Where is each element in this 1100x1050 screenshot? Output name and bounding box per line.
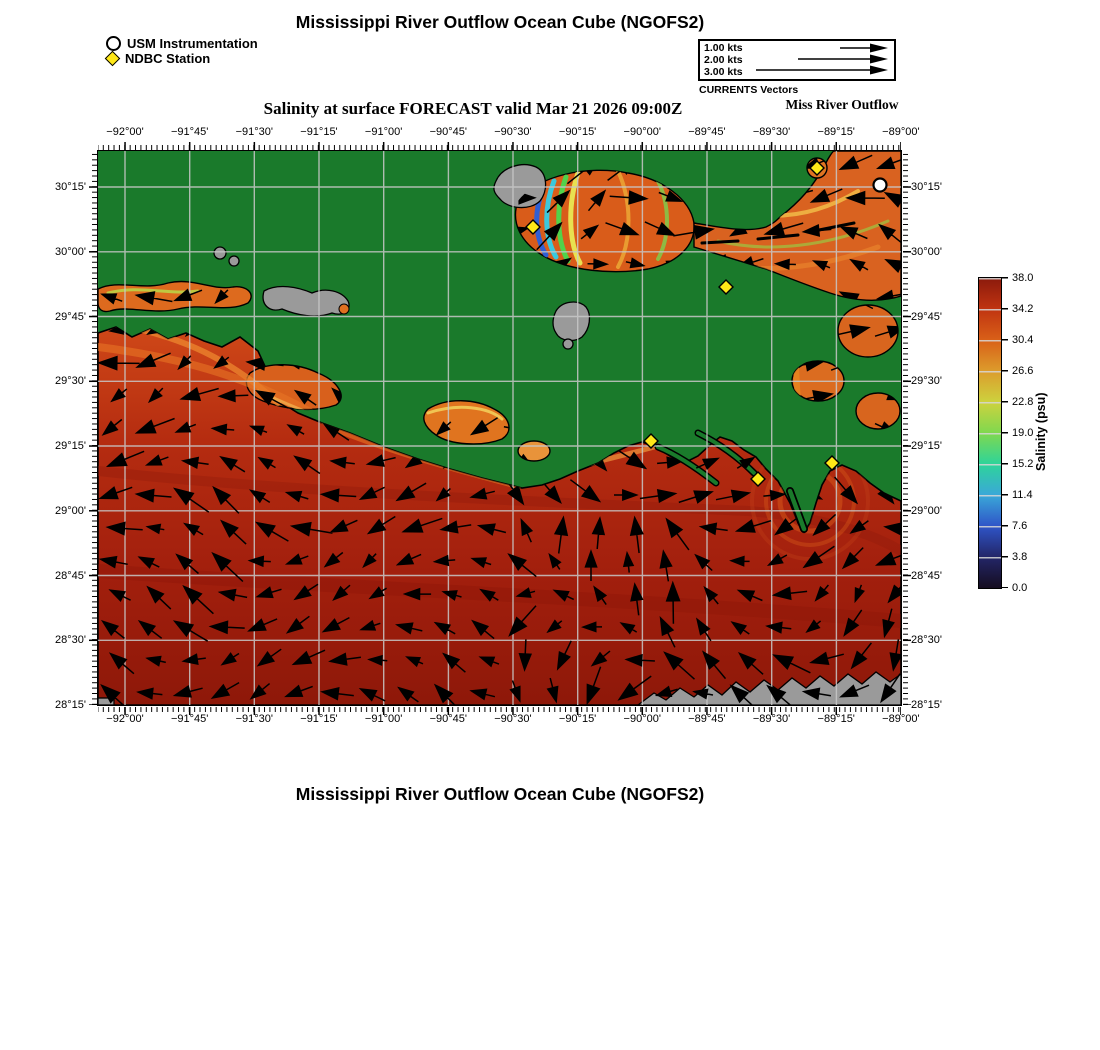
- legend-ndbc-row: NDBC Station: [104, 50, 258, 67]
- left-axis-ticks: [88, 151, 97, 705]
- ndbc-station-marker: [824, 455, 840, 471]
- ndbc-diamond-icon: [104, 50, 121, 67]
- salinity-colorbar: [978, 277, 1002, 589]
- colorbar-tick-labels: 38.0 34.2 30.4 26.6 22.8 19.0 15.2 11.4 7.6 3.8 0.…: [1012, 272, 1034, 594]
- vector-speed-label: 2.00 kts: [704, 54, 743, 66]
- usm-label: USM Instrumentation: [127, 36, 258, 51]
- vector-speed-label: 1.00 kts: [704, 42, 743, 54]
- colorbar-title: Salinity (psu): [1034, 392, 1048, 472]
- colorbar-ticks: [1001, 277, 1008, 588]
- usm-circle-icon: [106, 36, 121, 51]
- map-canvas: [98, 151, 901, 705]
- station-markers: [525, 160, 888, 487]
- graticule-gridlines: [98, 151, 901, 705]
- lon-axis-labels-bottom: −92°00' −91°45' −91°30' −91°15' −91°00' −90°4…: [106, 713, 920, 725]
- plot-subtitle: Salinity at surface FORECAST valid Mar 2…: [263, 99, 683, 118]
- lon-axis-labels-top: −92°00' −91°45' −91°30' −91°15' −91°00' −90°4…: [106, 126, 920, 138]
- ndbc-station-marker: [718, 279, 734, 295]
- currents-vectors-caption: CURRENTS Vectors: [699, 84, 799, 96]
- map-frame: [96, 149, 902, 706]
- ndbc-station-marker: [643, 433, 659, 449]
- mississippi-sound: [693, 151, 901, 301]
- ndbc-label: NDBC Station: [125, 51, 211, 66]
- ndbc-station-marker: [809, 160, 825, 176]
- vector-speed-label: 3.00 kts: [704, 66, 743, 78]
- vector-scale-arrows-icon: [756, 43, 888, 75]
- bottom-axis-ticks: [98, 706, 901, 715]
- page-title: Mississippi River Outflow Ocean Cube (NG…: [295, 12, 705, 32]
- bottom-title: Mississippi River Outflow Ocean Cube (NG…: [295, 784, 705, 804]
- legend-usm-row: USM Instrumentation: [106, 36, 258, 51]
- right-axis-ticks: [902, 151, 911, 705]
- lat-axis-labels-left: 30°15' 30°00' 29°45' 29°30' 29°15' 29°00' 28°4…: [55, 181, 86, 711]
- ndbc-station-marker: [525, 219, 541, 235]
- marker-legend: USM Instrumentation NDBC Station: [104, 36, 258, 67]
- delta-land-fingers: [654, 429, 808, 533]
- lat-axis-labels-right: 30°15' 30°00' 29°45' 29°30' 29°15' 29°00' 28°4…: [911, 181, 942, 711]
- ndbc-station-marker: [750, 471, 766, 487]
- top-axis-ticks: [98, 141, 901, 150]
- vector-speed-labels: 1.00 kts 2.00 kts 3.00 kts: [704, 42, 743, 78]
- currents-vector-legend-box: 1.00 kts 2.00 kts 3.00 kts: [698, 39, 896, 81]
- usm-instrumentation-marker: [872, 177, 888, 193]
- region-label: Miss River Outflow: [785, 97, 899, 112]
